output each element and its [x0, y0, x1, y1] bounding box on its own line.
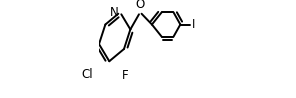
Text: O: O [136, 0, 145, 11]
Text: F: F [122, 69, 128, 82]
Text: Cl: Cl [81, 68, 93, 81]
Text: N: N [110, 6, 119, 19]
Text: I: I [192, 18, 195, 31]
